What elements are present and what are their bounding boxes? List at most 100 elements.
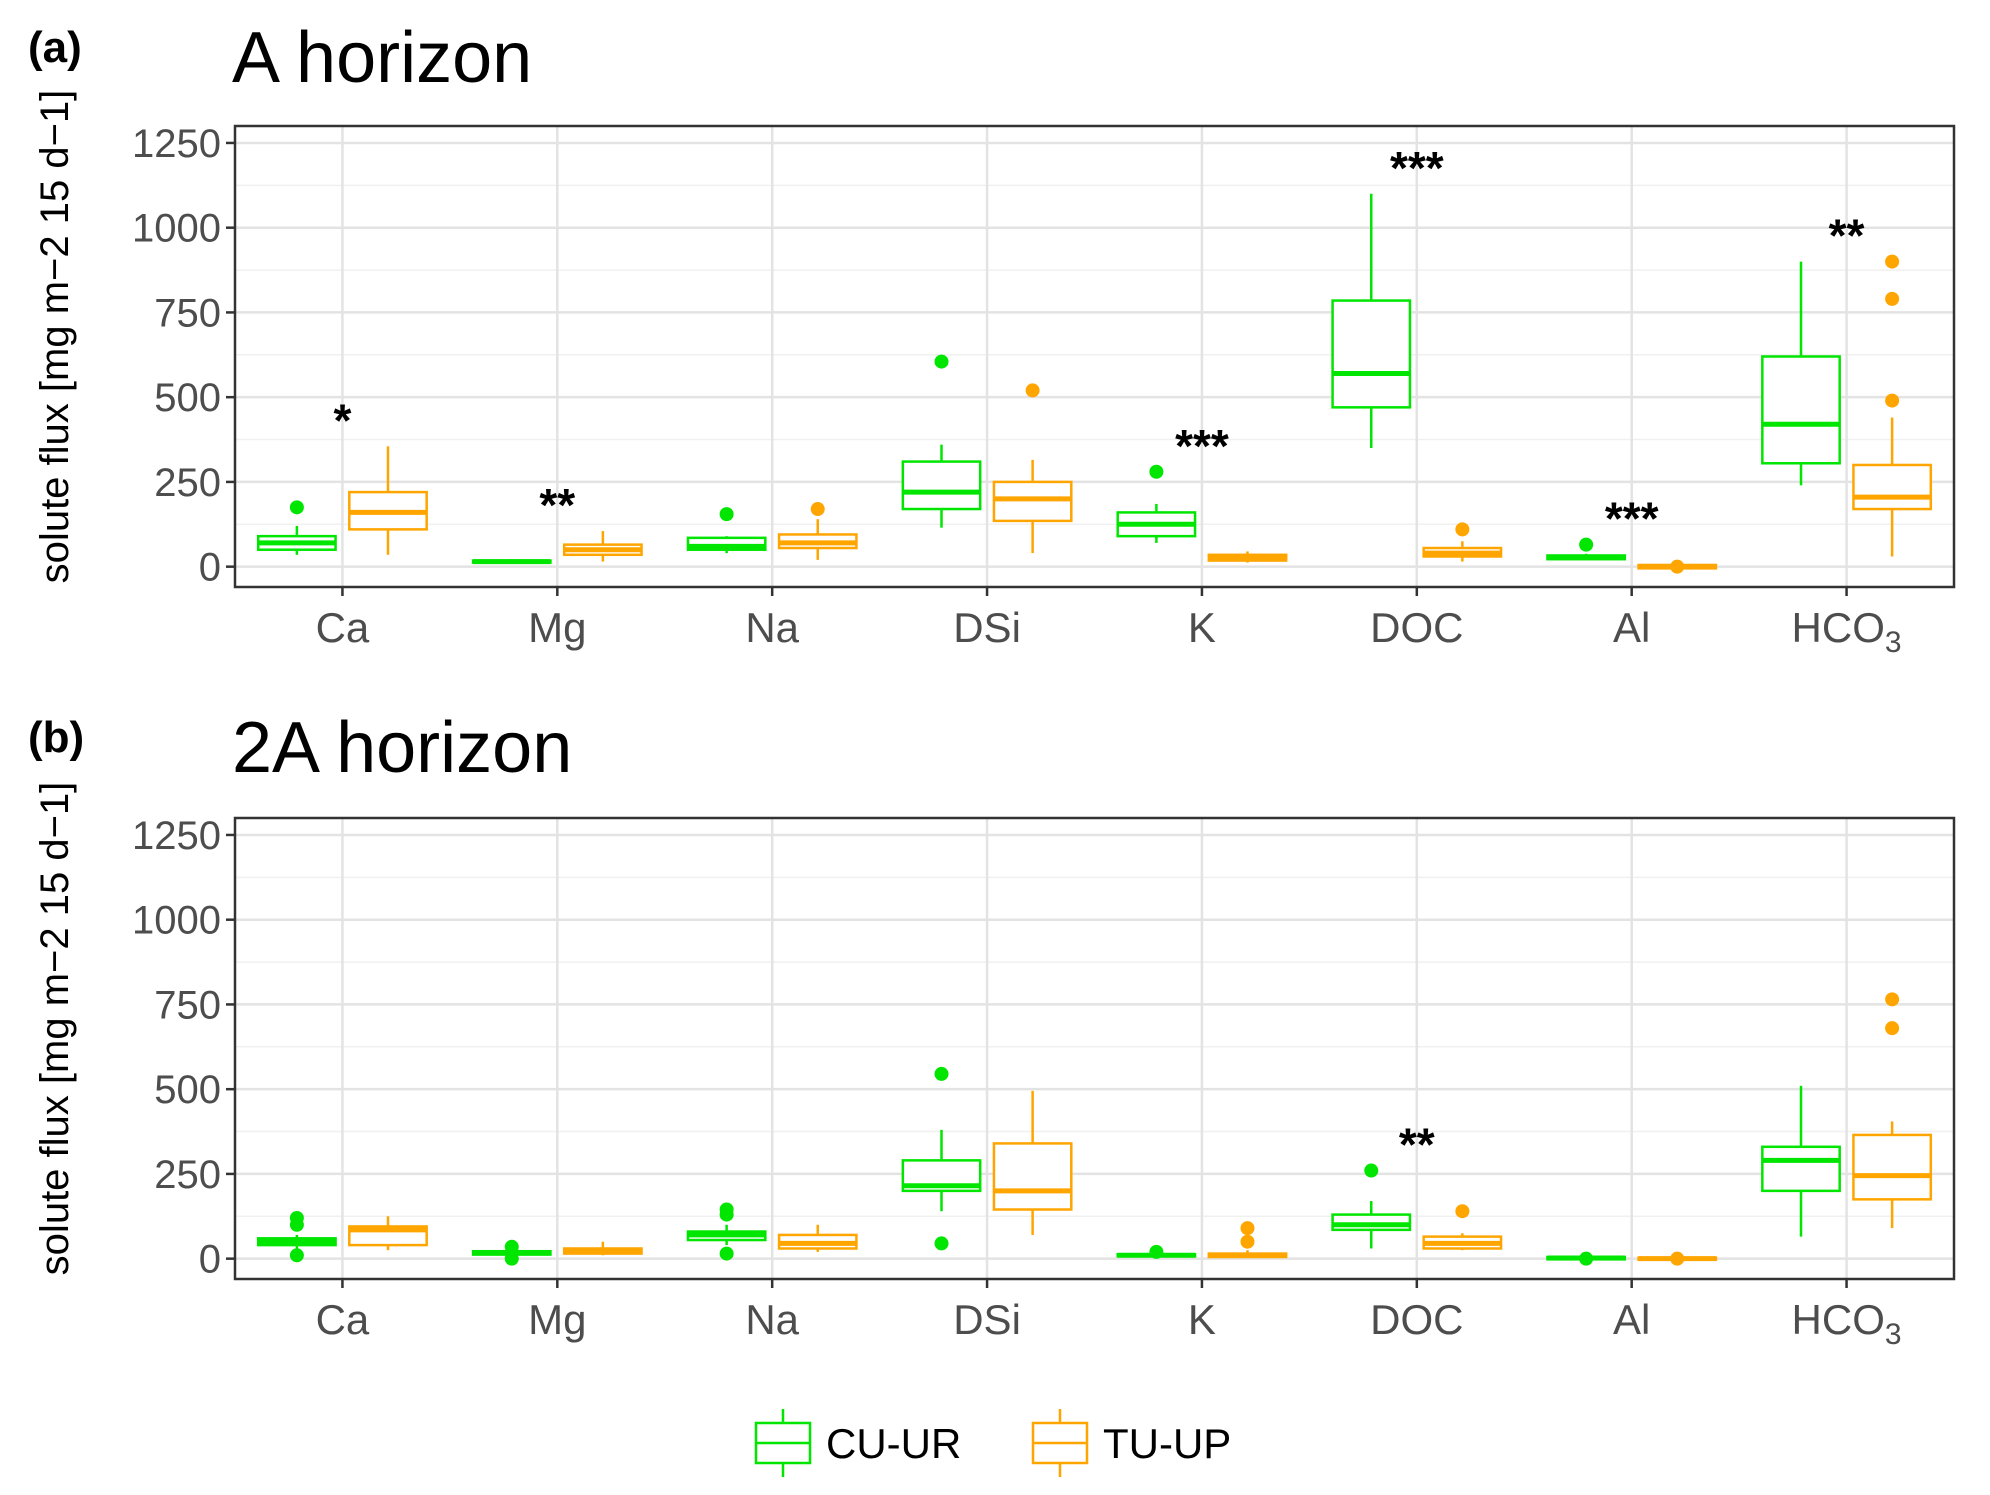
box-tu-up-hco3 [1852,254,1933,557]
legend-label: CU-UR [826,1420,961,1467]
legend: CU-UR TU-UP [754,1409,1231,1477]
box-cu-ur-k [1116,464,1197,543]
outlier-point [1149,1244,1164,1259]
iqr-box [1761,355,1841,465]
outlier-point [810,502,825,517]
box-tu-up-dsi [992,1090,1073,1235]
y-tick-label: 1250 [132,122,221,166]
y-tick-label: 0 [199,1238,221,1282]
x-tick-label: Al [1613,1296,1650,1343]
iqr-box [1331,1213,1412,1232]
box-tu-up-mg [562,531,643,562]
box-cu-ur-hco3 [1761,1085,1841,1237]
iqr-box [686,536,767,551]
iqr-box [901,460,982,511]
x-tick-label: Al [1613,604,1650,651]
box-cu-ur-mg [471,559,552,565]
y-axis-label: solute flux [mg m−2 15 d−1] [33,782,77,1276]
legend-item-cu-ur: CU-UR [754,1409,961,1477]
x-tick-label: HCO3 [1792,604,1902,659]
box-tu-up-mg [562,1241,643,1256]
x-tick-label: Na [745,604,799,651]
outlier-point [289,1210,304,1225]
box-tu-up-doc [1422,522,1503,562]
box-cu-ur-al [1546,1251,1627,1266]
y-tick-label: 1000 [132,207,221,251]
outlier-point [1670,559,1685,574]
outlier-point [1455,522,1470,537]
box-cu-ur-na [686,1202,767,1261]
iqr-box [1852,1133,1933,1201]
outlier-point [1885,992,1900,1007]
plot-area [235,818,1954,1279]
outlier-point [1364,1163,1379,1178]
box-tu-up-k [1207,1221,1288,1259]
y-tick-label: 500 [154,376,221,420]
box-cu-ur-hco3 [1761,261,1841,486]
significance-label: ** [1829,210,1865,262]
x-tick-label: Mg [528,1296,586,1343]
panel-label: (a) [28,23,82,72]
outlier-point [289,500,304,515]
box-tu-up-na [777,502,858,560]
x-tick-label: K [1188,1296,1216,1343]
box-cu-ur-doc [1331,193,1412,449]
y-tick-label: 250 [154,1153,221,1197]
outlier-point [1579,1251,1594,1266]
iqr-box [1852,463,1933,511]
y-tick-label: 0 [199,546,221,590]
panel-title: 2A horizon [232,708,572,788]
panel-title: A horizon [232,18,532,98]
x-tick-label: DOC [1370,1296,1463,1343]
iqr-box [1331,299,1412,409]
legend-item-tu-up: TU-UP [1031,1409,1231,1477]
outlier-point [719,507,734,522]
box-tu-up-na [777,1224,858,1252]
x-tick-label: DOC [1370,604,1463,651]
box-cu-ur-ca [256,500,337,555]
box-tu-up-ca [348,446,428,555]
plot-area [235,126,1954,587]
y-tick-label: 1250 [132,814,221,858]
significance-label: ** [1399,1119,1435,1171]
y-tick-label: 750 [154,983,221,1027]
iqr-box [992,480,1073,523]
box-cu-ur-doc [1331,1163,1412,1249]
box-tu-up-dsi [992,383,1073,554]
box-tu-up-k [1207,551,1288,563]
outlier-point [289,1248,304,1263]
panel-border [233,816,1956,1281]
x-tick-label: Ca [316,604,370,651]
outlier-point [1240,1221,1255,1236]
box-cu-ur-dsi [901,354,982,528]
outlier-point [504,1239,519,1254]
y-tick-label: 250 [154,461,221,505]
significance-label: *** [1175,420,1229,472]
box-tu-up-doc [1422,1204,1503,1251]
x-tick-label: DSi [953,1296,1021,1343]
y-tick-label: 750 [154,291,221,335]
box-cu-ur-ca [256,1210,337,1263]
panel-border [233,124,1956,589]
iqr-box [1761,1145,1841,1193]
outlier-point [1885,1021,1900,1036]
outlier-point [934,1066,949,1081]
box-cu-ur-dsi [901,1066,982,1251]
x-tick-label: Na [745,1296,799,1343]
legend-label: TU-UP [1103,1420,1231,1467]
panel-label: (b) [28,713,84,762]
outlier-point [1149,464,1164,479]
outlier-point [1579,537,1594,552]
x-tick-label: Mg [528,604,586,651]
outlier-point [934,354,949,369]
significance-label: * [333,394,351,446]
box-tu-up-hco3 [1852,992,1933,1229]
x-tick-label: HCO3 [1792,1296,1902,1351]
outlier-point [1455,1204,1470,1219]
box-cu-ur-al [1546,537,1627,561]
outlier-point [1885,254,1900,269]
x-tick-label: Ca [316,1296,370,1343]
y-tick-label: 1000 [132,899,221,943]
